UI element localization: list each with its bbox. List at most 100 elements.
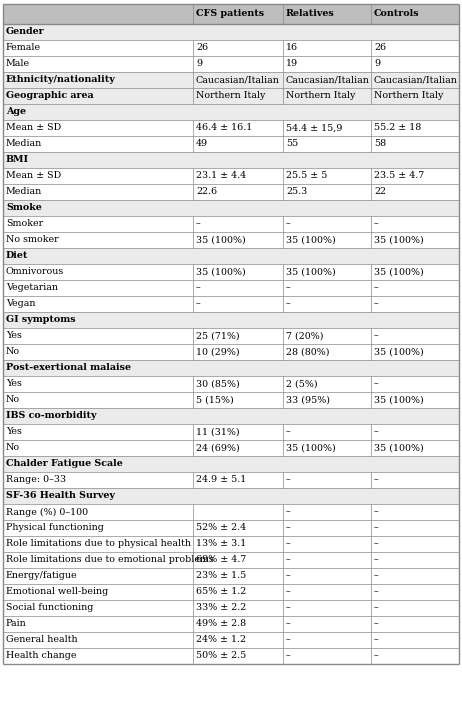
Bar	[193, 264, 283, 280]
Bar	[283, 568, 371, 584]
Text: 35 (100%): 35 (100%)	[374, 267, 424, 276]
Text: Emotional well-being: Emotional well-being	[6, 588, 108, 596]
Bar	[3, 344, 193, 360]
Text: –: –	[374, 619, 379, 629]
Text: 35 (100%): 35 (100%)	[374, 396, 424, 404]
Text: Gender: Gender	[6, 27, 45, 37]
Text: Yes: Yes	[6, 332, 22, 340]
Text: –: –	[374, 652, 379, 660]
Bar	[3, 424, 193, 440]
Bar	[193, 600, 283, 616]
Bar	[283, 40, 371, 56]
Bar	[371, 584, 459, 600]
Text: 46.4 ± 16.1: 46.4 ± 16.1	[196, 123, 252, 133]
Bar	[371, 552, 459, 568]
Bar	[3, 568, 193, 584]
Bar	[193, 344, 283, 360]
Text: –: –	[286, 652, 291, 660]
Bar	[193, 56, 283, 72]
Bar	[3, 584, 193, 600]
Bar	[283, 472, 371, 488]
Text: –: –	[286, 428, 291, 436]
Text: –: –	[374, 555, 379, 565]
Text: –: –	[374, 476, 379, 485]
Bar	[371, 296, 459, 312]
Text: –: –	[374, 588, 379, 596]
Bar	[3, 440, 193, 456]
Text: Median: Median	[6, 187, 42, 197]
Bar	[3, 264, 193, 280]
Bar	[193, 648, 283, 664]
Text: Role limitations due to physical health: Role limitations due to physical health	[6, 539, 191, 549]
Bar	[3, 72, 193, 88]
Bar	[283, 184, 371, 200]
Text: –: –	[374, 332, 379, 340]
Text: 26: 26	[196, 43, 208, 53]
Bar	[283, 520, 371, 536]
Text: 23% ± 1.5: 23% ± 1.5	[196, 572, 246, 580]
Text: –: –	[374, 539, 379, 549]
Text: –: –	[286, 588, 291, 596]
Text: 55: 55	[286, 139, 298, 149]
Text: 35 (100%): 35 (100%)	[286, 267, 336, 276]
Bar	[193, 376, 283, 392]
Text: Range: 0–33: Range: 0–33	[6, 476, 66, 485]
Text: Smoker: Smoker	[6, 219, 43, 229]
Bar	[371, 40, 459, 56]
Bar	[283, 136, 371, 152]
Bar	[3, 200, 459, 216]
Text: 30 (85%): 30 (85%)	[196, 379, 240, 389]
Text: 69% ± 4.7: 69% ± 4.7	[196, 555, 246, 565]
Text: SF-36 Health Survey: SF-36 Health Survey	[6, 492, 115, 500]
Text: GI symptoms: GI symptoms	[6, 316, 76, 324]
Bar	[283, 72, 371, 88]
Text: Northern Italy: Northern Italy	[286, 92, 355, 100]
Bar	[3, 600, 193, 616]
Bar	[3, 488, 459, 504]
Bar	[283, 280, 371, 296]
Bar	[371, 648, 459, 664]
Bar	[3, 328, 193, 344]
Bar	[193, 136, 283, 152]
Text: 24 (69%): 24 (69%)	[196, 443, 240, 453]
Bar	[283, 376, 371, 392]
Text: Social functioning: Social functioning	[6, 603, 93, 613]
Bar	[283, 168, 371, 184]
Text: Range (%) 0–100: Range (%) 0–100	[6, 508, 88, 516]
Text: –: –	[286, 283, 291, 293]
Text: Mean ± SD: Mean ± SD	[6, 172, 61, 180]
Text: 33 (95%): 33 (95%)	[286, 396, 330, 404]
Text: Yes: Yes	[6, 379, 22, 389]
Bar	[3, 472, 193, 488]
Text: 25 (71%): 25 (71%)	[196, 332, 240, 340]
Text: 13% ± 3.1: 13% ± 3.1	[196, 539, 246, 549]
Text: Diet: Diet	[6, 252, 28, 260]
Bar	[283, 600, 371, 616]
Bar	[283, 328, 371, 344]
Bar	[3, 168, 193, 184]
Text: Male: Male	[6, 60, 30, 68]
Bar	[283, 296, 371, 312]
Text: Northern Italy: Northern Italy	[374, 92, 444, 100]
Text: No smoker: No smoker	[6, 236, 59, 244]
Text: 22.6: 22.6	[196, 187, 217, 197]
Text: Age: Age	[6, 107, 26, 117]
Text: Caucasian/Italian: Caucasian/Italian	[286, 76, 370, 84]
Bar	[371, 568, 459, 584]
Text: 52% ± 2.4: 52% ± 2.4	[196, 523, 246, 533]
Text: –: –	[196, 299, 201, 309]
Bar	[371, 520, 459, 536]
Text: 50% ± 2.5: 50% ± 2.5	[196, 652, 246, 660]
Bar	[371, 376, 459, 392]
Text: –: –	[286, 619, 291, 629]
Text: 35 (100%): 35 (100%)	[374, 443, 424, 453]
Text: Mean ± SD: Mean ± SD	[6, 123, 61, 133]
Text: Vegan: Vegan	[6, 299, 36, 309]
Text: 58: 58	[374, 139, 386, 149]
Text: Vegetarian: Vegetarian	[6, 283, 58, 293]
Bar	[3, 104, 459, 120]
Bar	[193, 328, 283, 344]
Bar	[283, 392, 371, 408]
Text: –: –	[374, 428, 379, 436]
Text: Northern Italy: Northern Italy	[196, 92, 265, 100]
